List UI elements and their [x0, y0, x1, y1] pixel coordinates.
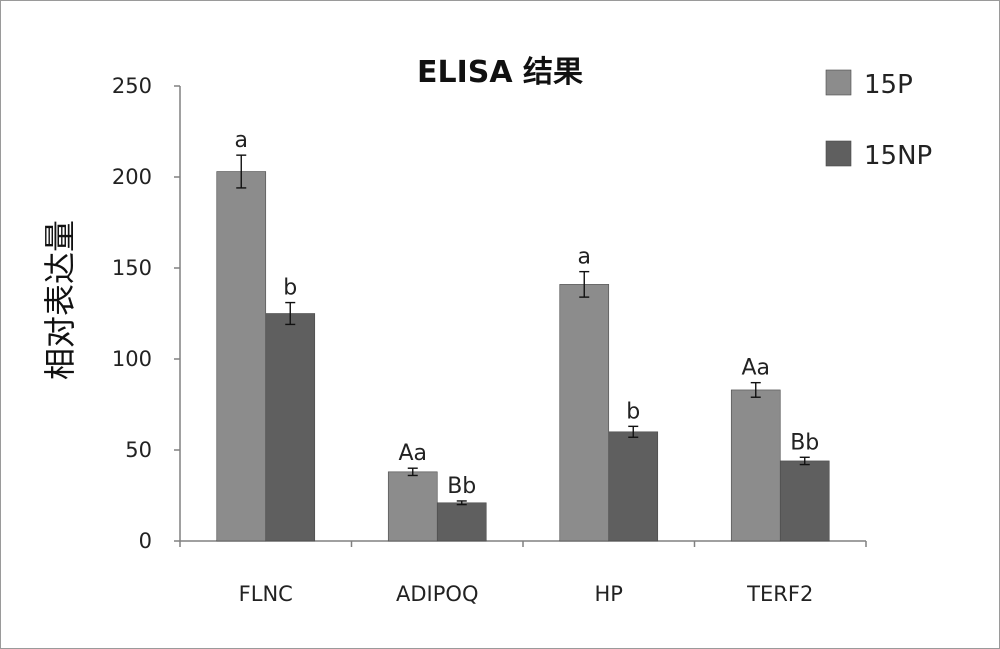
y-tick-label: 100: [112, 347, 152, 371]
bar-15p: [387, 471, 438, 542]
chart-title: ELISA 结果: [417, 55, 583, 90]
y-tick-label: 200: [112, 165, 152, 189]
legend-swatch-15np: [825, 140, 852, 167]
significance-label: a: [578, 245, 591, 270]
significance-label: a: [235, 128, 248, 153]
y-tick-label: 50: [125, 438, 152, 462]
bar-15p: [216, 171, 267, 542]
category-label: HP: [595, 582, 623, 606]
significance-label: Aa: [398, 441, 427, 466]
legend-label-15np: 15NP: [864, 141, 932, 171]
bar-15np: [608, 431, 659, 542]
bar-15np: [779, 460, 830, 542]
bars: FLNC a b ADIPOQ Aa Bb HP a b TERF2 Aa Bb: [216, 128, 830, 606]
y-tick-label: 250: [112, 74, 152, 98]
bar-15p: [730, 389, 781, 542]
significance-label: Bb: [790, 430, 819, 455]
bar-15p: [559, 284, 610, 542]
y-axis-label: 相对表达量: [41, 220, 79, 380]
significance-label: Aa: [741, 356, 770, 381]
category-label: TERF2: [746, 582, 813, 606]
category-label: ADIPOQ: [396, 582, 478, 606]
bar-15np: [265, 313, 316, 542]
significance-label: b: [626, 399, 640, 424]
y-tick-label: 0: [139, 529, 152, 553]
legend-label-15p: 15P: [864, 70, 913, 100]
y-tick-label: 150: [112, 256, 152, 280]
bar-15np: [436, 502, 487, 542]
significance-label: Bb: [447, 474, 476, 499]
significance-label: b: [283, 276, 297, 301]
legend: 15P 15NP: [825, 69, 932, 171]
category-label: FLNC: [239, 582, 293, 606]
legend-swatch-15p: [825, 69, 852, 96]
